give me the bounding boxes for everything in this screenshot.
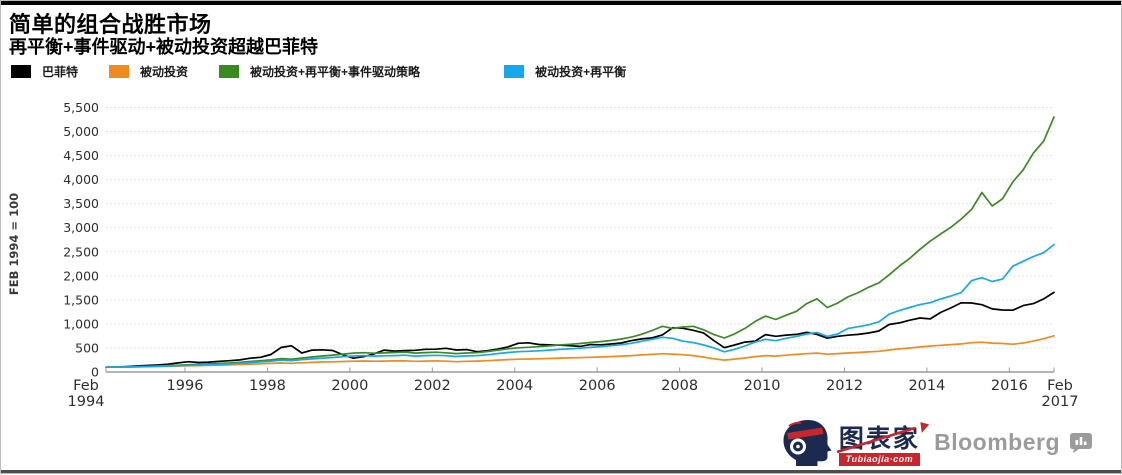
legend-swatch (504, 65, 525, 78)
legend-item[interactable]: 巴菲特 (11, 63, 78, 80)
legend-swatch (11, 65, 31, 78)
bloomberg-wordmark: Bloomberg (934, 429, 1060, 455)
x-tick-label: 1996 (167, 378, 204, 394)
series-line (105, 243, 1055, 369)
legend-label: 被动投资+再平衡 (535, 65, 627, 79)
y-tick-label: 1,500 (63, 292, 99, 307)
top-accent-bar (1, 1, 1121, 5)
x-tick-label: 2012 (826, 378, 863, 394)
legend-label: 巴菲特 (42, 65, 79, 79)
x-tick-label: 2014 (908, 378, 945, 394)
y-tick-label: 5,000 (63, 124, 99, 139)
legend-swatch (109, 65, 130, 78)
x-tick-label: 2002 (414, 378, 451, 394)
y-tick-label: 2,500 (63, 244, 99, 259)
bloomberg-brand[interactable]: Bloomberg (934, 429, 1093, 456)
bottom-border-bar (1, 470, 1121, 473)
page-subtitle: 再平衡+事件驱动+被动投资超越巴菲特 (9, 37, 319, 57)
bloomberg-chart-icon (1069, 432, 1092, 453)
page-title: 简单的组合战胜市场 (9, 12, 212, 37)
x-tick-label: 2016 (991, 378, 1028, 394)
legend-item[interactable]: 被动投资+再平衡 (504, 63, 626, 80)
legend-label: 被动投资+再平衡+事件驱动策略 (250, 65, 421, 79)
x-tick-label: 2017 (1042, 394, 1079, 410)
x-tick-label: 2006 (579, 378, 616, 394)
x-tick-label: Feb (1047, 378, 1073, 394)
y-tick-label: 4,000 (63, 172, 99, 187)
series-line (105, 334, 1055, 369)
y-axis-title: FEB 1994 = 100 (7, 193, 21, 295)
tubiaojia-wordmark: 图表家 (838, 425, 920, 453)
footer-brands: 图表家 Tubiaojia·com Bloomberg (781, 419, 1093, 466)
legend-label: 被动投资 (140, 65, 189, 79)
x-tick-label: 1998 (249, 378, 286, 394)
y-tick-label: 3,000 (63, 220, 99, 235)
series-line (105, 291, 1055, 369)
legend-item[interactable]: 被动投资+再平衡+事件驱动策略 (219, 63, 420, 80)
tubiaojia-site-badge: Tubiaojia·com (838, 453, 921, 466)
legend-swatch (219, 65, 240, 78)
legend-item[interactable]: 被动投资 (109, 63, 188, 80)
x-tick-label: 2000 (331, 378, 368, 394)
series-line (105, 116, 1055, 369)
y-tick-label: 3,500 (63, 196, 99, 211)
y-tick-label: 500 (75, 340, 99, 355)
chart-legend: 巴菲特 被动投资 被动投资+再平衡+事件驱动策略 被动投资+再平衡 (11, 63, 657, 80)
x-tick-label: 1994 (68, 394, 105, 410)
x-tick-label: 2008 (661, 378, 698, 394)
y-tick-label: 1,000 (63, 316, 99, 331)
y-tick-label: 4,500 (63, 148, 99, 163)
y-tick-label: 0 (91, 365, 99, 380)
tubiaojia-head-icon (783, 420, 832, 466)
x-tick-label: 2010 (744, 378, 781, 394)
tubiaojia-logo[interactable]: 图表家 Tubiaojia·com (781, 419, 929, 466)
x-tick-label: Feb (73, 378, 99, 394)
y-tick-label: 5,500 (63, 100, 99, 115)
x-tick-label: 2004 (496, 378, 533, 394)
y-tick-label: 2,000 (63, 268, 99, 283)
